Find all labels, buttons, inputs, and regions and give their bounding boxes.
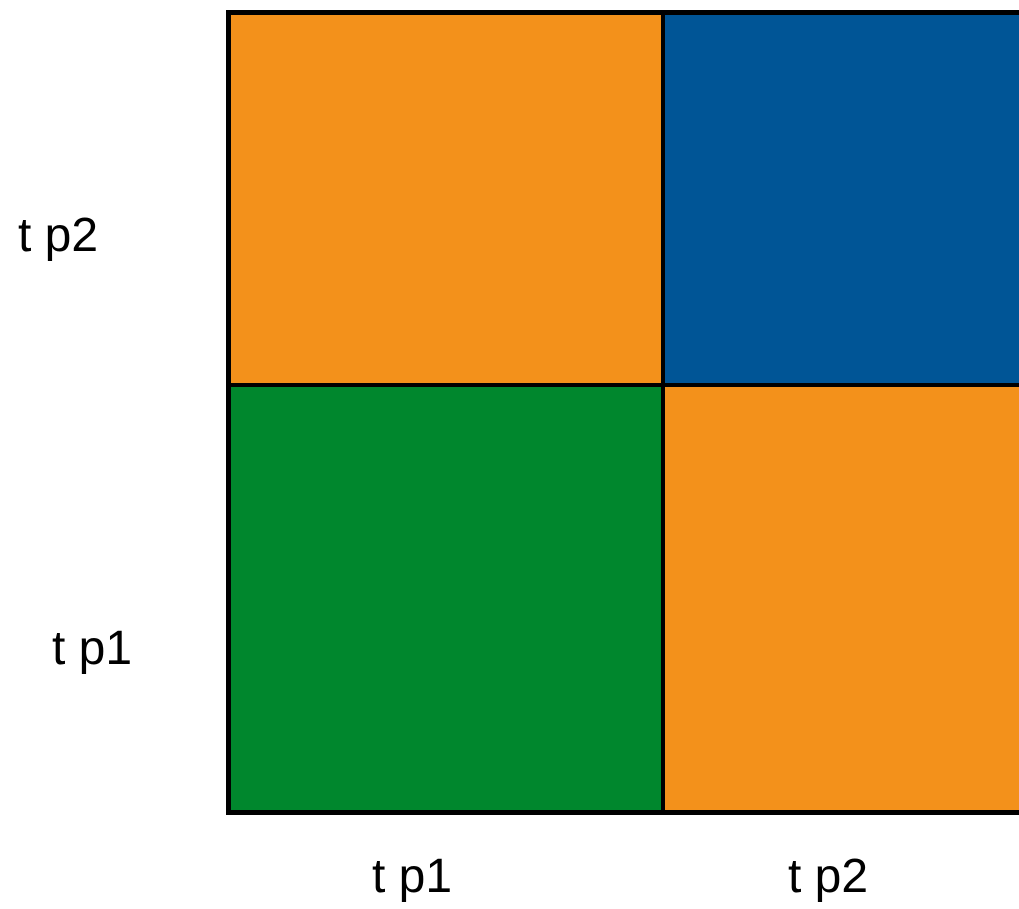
row-label-t-p1: t p1 — [52, 622, 133, 675]
column-label-t-p2: t p2 — [788, 850, 869, 903]
cell-bottom-right — [665, 387, 1019, 810]
cell-bottom-left — [231, 387, 661, 810]
row-label-t-p2: t p2 — [18, 209, 99, 262]
cell-top-left — [231, 15, 661, 383]
cell-top-right — [665, 15, 1019, 383]
column-label-t-p1: t p1 — [372, 850, 453, 903]
matrix-grid — [226, 10, 1019, 815]
